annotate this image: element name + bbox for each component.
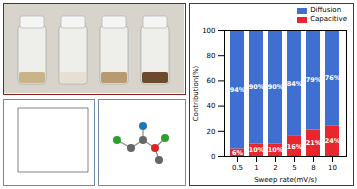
svg-text:10: 10 <box>328 164 337 172</box>
svg-text:5: 5 <box>292 164 296 172</box>
svg-text:90%: 90% <box>249 83 265 91</box>
svg-text:Sweep rate(mV/s): Sweep rate(mV/s) <box>254 176 317 184</box>
svg-text:10%: 10% <box>268 146 284 154</box>
svg-text:2: 2 <box>273 164 277 172</box>
svg-text:79%: 79% <box>306 76 322 84</box>
svg-text:0: 0 <box>211 153 215 161</box>
svg-text:100: 100 <box>202 27 215 35</box>
svg-text:1: 1 <box>254 164 258 172</box>
svg-text:10%: 10% <box>249 146 265 154</box>
html-text:Diffusion: Diffusion <box>310 6 342 14</box>
svg-text:16%: 16% <box>287 143 303 151</box>
svg-text:20: 20 <box>207 128 216 136</box>
svg-text:94%: 94% <box>230 86 246 94</box>
html-text:Capacitive: Capacitive <box>310 15 347 23</box>
svg-text:24%: 24% <box>325 137 341 145</box>
svg-text:60: 60 <box>207 77 216 85</box>
svg-text:Contribution(%): Contribution(%) <box>192 65 200 121</box>
svg-text:80: 80 <box>207 52 216 60</box>
svg-text:76%: 76% <box>325 74 341 82</box>
svg-text:84%: 84% <box>287 80 303 88</box>
svg-text:40: 40 <box>207 102 216 110</box>
svg-text:0.5: 0.5 <box>232 164 243 172</box>
svg-text:90%: 90% <box>268 83 284 91</box>
svg-text:6%: 6% <box>232 149 244 157</box>
svg-text:8: 8 <box>311 164 315 172</box>
svg-text:21%: 21% <box>306 139 322 147</box>
